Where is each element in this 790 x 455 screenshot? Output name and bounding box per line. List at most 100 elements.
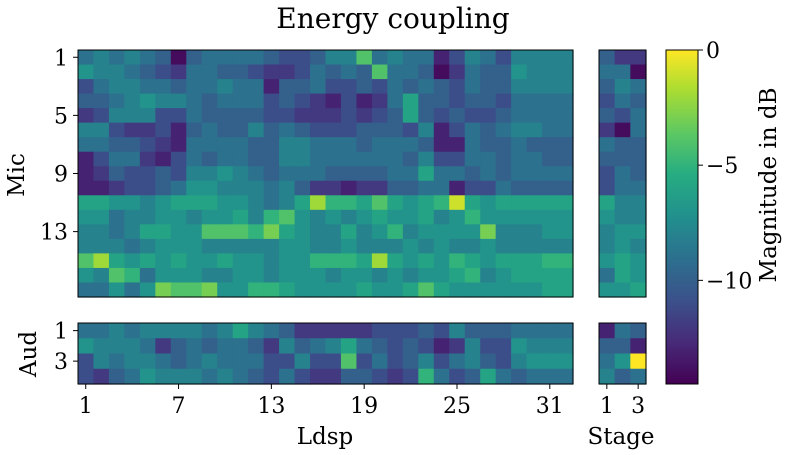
mic-ldsp-cell — [217, 238, 234, 255]
aud-ldsp-cell — [495, 368, 512, 385]
mic-ldsp-cell — [464, 253, 481, 269]
mic-ldsp-cell — [124, 79, 141, 95]
aud-ldsp-cell — [526, 323, 543, 339]
mic-ldsp-cell — [371, 137, 388, 153]
mic-ldsp-cell — [294, 108, 311, 124]
mic-ldsp-cell — [170, 50, 187, 66]
aud-ldsp-cell — [542, 368, 559, 385]
mic-ldsp-cell — [449, 108, 466, 124]
aud-ldsp-cell — [294, 338, 311, 355]
mic-ldsp-cell — [232, 180, 249, 196]
mic-stage-cell — [614, 64, 631, 80]
mic-ldsp-cell — [93, 79, 110, 95]
mic-ldsp-cell — [294, 166, 311, 182]
mic-ldsp-cell — [511, 79, 528, 95]
mic-ldsp-cell — [387, 93, 404, 109]
mic-ldsp-cell — [526, 151, 543, 167]
mic-ldsp-cell — [449, 180, 466, 196]
mic-ldsp-cell — [325, 108, 342, 124]
mic-ldsp-cell — [371, 195, 388, 211]
mic-ldsp-cell — [248, 267, 265, 284]
mic-ldsp-cell — [340, 209, 358, 225]
aud-ldsp-cell — [124, 323, 141, 339]
mic-ldsp-cell — [542, 253, 559, 269]
mic-ldsp-cell — [557, 282, 574, 298]
mic-ldsp-cell — [356, 108, 373, 124]
mic-ldsp-cell — [464, 195, 481, 211]
mic-ldsp-cell — [310, 195, 327, 211]
mic-ldsp-cell — [186, 238, 203, 255]
mic-ldsp-cell — [480, 224, 497, 240]
aud-stage-cell — [630, 353, 647, 370]
aud-ldsp-cell — [139, 338, 156, 355]
mic-ldsp-cell — [511, 151, 528, 167]
mic-stage-cell — [599, 137, 616, 153]
mic-ldsp-cell — [371, 238, 388, 255]
aud-ldsp-cell — [387, 338, 404, 355]
mic-ldsp-cell — [449, 122, 466, 138]
mic-ldsp-cell — [139, 151, 156, 167]
mic-ldsp-cell — [449, 282, 466, 298]
mic-ldsp-cell — [464, 64, 481, 80]
mic-ldsp-cell — [418, 50, 435, 66]
mic-ldsp-cell — [387, 166, 404, 182]
aud-ldsp-cell — [155, 323, 172, 339]
mic-ldsp-cell — [93, 267, 110, 284]
mic-ldsp-cell — [557, 267, 574, 284]
mic-ldsp-cell — [186, 253, 203, 269]
mic-ldsp-cell — [449, 137, 466, 153]
aud-ldsp-cell — [418, 338, 435, 355]
mic-ldsp-cell — [170, 180, 187, 196]
mic-ldsp-cell — [263, 151, 280, 167]
mic-ldsp-cell — [542, 209, 559, 225]
mic-ldsp-cell — [124, 224, 141, 240]
y-axis-label-mic: Mic — [4, 153, 30, 197]
aud-ldsp-cell — [557, 368, 574, 385]
mic-ldsp-cell — [340, 108, 358, 124]
aud-ldsp-cell — [124, 368, 141, 385]
mic-ldsp-cell — [170, 267, 187, 284]
mic-ldsp-cell — [232, 151, 249, 167]
mic-ldsp-cell — [78, 151, 95, 167]
mic-ldsp-cell — [371, 108, 388, 124]
mic-ldsp-cell — [340, 195, 358, 211]
mic-ldsp-cell — [310, 50, 327, 66]
aud-ldsp-cell — [480, 323, 497, 339]
mic-ldsp-cell — [217, 79, 234, 95]
mic-stage-cell — [599, 238, 616, 255]
mic-ldsp-cell — [464, 151, 481, 167]
mic-ldsp-cell — [217, 93, 234, 109]
mic-ldsp-cell — [124, 137, 141, 153]
mic-ldsp-cell — [232, 282, 249, 298]
aud-ldsp-cell — [325, 353, 342, 370]
aud-ldsp-cell — [387, 353, 404, 370]
mic-ldsp-cell — [170, 224, 187, 240]
ldsp-tick-label: 7 — [172, 394, 186, 419]
mic-ldsp-cell — [170, 122, 187, 138]
mic-ldsp-cell — [155, 93, 172, 109]
aud-ldsp-cell — [310, 338, 327, 355]
mic-ldsp-cell — [248, 93, 265, 109]
mic-ldsp-cell — [449, 50, 466, 66]
mic-ldsp-cell — [356, 93, 373, 109]
mic-ldsp-cell — [155, 64, 172, 80]
mic-ldsp-cell — [139, 50, 156, 66]
mic-stage-cell — [599, 180, 616, 196]
mic-ldsp-cell — [279, 79, 296, 95]
aud-ldsp-cell — [170, 353, 187, 370]
mic-stage-cell — [614, 137, 631, 153]
mic-ldsp-cell — [294, 93, 311, 109]
mic-ldsp-cell — [201, 79, 218, 95]
mic-ldsp-cell — [402, 50, 419, 66]
mic-ldsp-cell — [263, 195, 280, 211]
mic-ldsp-cell — [279, 267, 296, 284]
stage-tick-label: 3 — [631, 394, 645, 419]
mic-ldsp-cell — [495, 79, 512, 95]
aud-ldsp-cell — [325, 338, 342, 355]
mic-ldsp-cell — [232, 224, 249, 240]
mic-ldsp-cell — [201, 282, 218, 298]
mic-ldsp-cell — [387, 79, 404, 95]
aud-ldsp-cell — [433, 338, 450, 355]
mic-ldsp-cell — [248, 209, 265, 225]
